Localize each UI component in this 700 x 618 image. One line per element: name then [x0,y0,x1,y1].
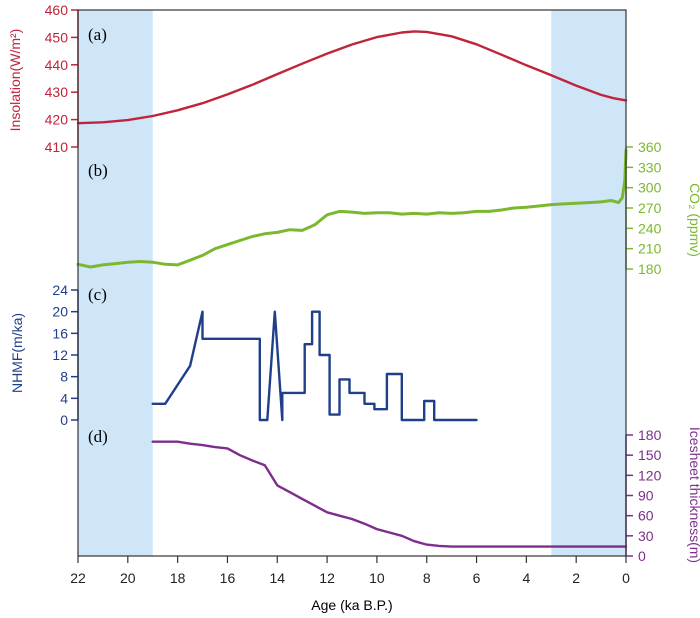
co2-y-tick-label: 360 [638,139,662,155]
panel-label-b: (b) [88,161,108,180]
co2-y-tick-label: 240 [638,220,662,236]
x-tick-label: 10 [369,570,385,586]
nhmf-y-tick-label: 4 [60,390,68,406]
icesheet-y-tick-label: 120 [638,467,662,483]
plot-border [77,9,627,557]
x-axis-title: Age (ka B.P.) [311,597,392,613]
co2-series-line [76,148,628,269]
x-tick-label: 8 [423,570,431,586]
nhmf-y-tick-label: 20 [52,304,68,320]
x-tick-label: 2 [572,570,580,586]
x-tick-label: 18 [170,570,186,586]
panel-label-c: (c) [88,285,107,304]
insolation-y-tick-label: 430 [45,84,69,100]
nhmf-y-tick-label: 8 [60,369,68,385]
insolation-y-tick-label: 450 [45,29,69,45]
panel-label-a: (a) [88,25,107,44]
co2-axis-title: CO₂ (ppmv) [687,183,700,257]
panel-label-d: (d) [88,427,108,446]
co2-y-tick-label: 180 [638,261,662,277]
shaded-intervals [78,10,626,556]
co2-y-tick-label: 210 [638,241,662,257]
nhmf-y-tick-label: 24 [52,282,68,298]
co2-y-tick-label: 330 [638,159,662,175]
nhmf-y-tick-label: 16 [52,325,68,341]
icesheet-y-tick-label: 30 [638,528,654,544]
icesheet-y-tick-label: 60 [638,508,654,524]
insolation-series-line [76,30,628,125]
icesheet-y-tick-label: 180 [638,427,662,443]
nhmf-axis-title: NHMF(m/ka) [9,313,25,393]
plot-frame [77,9,627,557]
panel-c: 0 4 8 12 16 20 24 [52,282,478,428]
insolation-y-tick-label: 460 [45,2,69,18]
nhmf-series-line [151,310,478,422]
insolation-y-tick-label: 420 [45,112,69,128]
icesheet-y-tick-label: 0 [638,548,646,564]
insolation-y-tick-label: 440 [45,57,69,73]
x-tick-label: 6 [473,570,481,586]
icesheet-axis-title: Icesheet thickness(m) [687,427,700,563]
co2-y-tick-label: 270 [638,200,662,216]
nhmf-y-tick-label: 0 [60,412,68,428]
panel-a: 410 420 430 440 450 460 [45,2,628,155]
x-tick-label: 0 [622,570,630,586]
icesheet-y-tick-label: 150 [638,447,662,463]
shaded-interval-0 [78,10,153,556]
x-tick-label: 12 [319,570,335,586]
panel-b: 180 210 240 270 300 330 360 [76,139,662,277]
x-tick-label: 4 [522,570,530,586]
x-tick-label: 20 [120,570,136,586]
panel-d: 0 30 60 90 120 150 180 [151,427,662,564]
x-tick-label: 22 [70,570,86,586]
insolation-axis-title: Insolation(W/m²) [7,29,23,132]
x-tick-label: 16 [220,570,236,586]
x-axis: 22 20 18 16 14 12 10 8 6 4 2 0 [70,556,630,586]
shaded-interval-1 [551,10,626,556]
icesheet-y-tick-label: 90 [638,488,654,504]
x-tick-label: 14 [269,570,285,586]
insolation-y-tick-label: 410 [45,139,69,155]
nhmf-y-tick-label: 12 [52,347,68,363]
co2-y-tick-label: 300 [638,180,662,196]
icesheet-series-line [151,440,628,548]
